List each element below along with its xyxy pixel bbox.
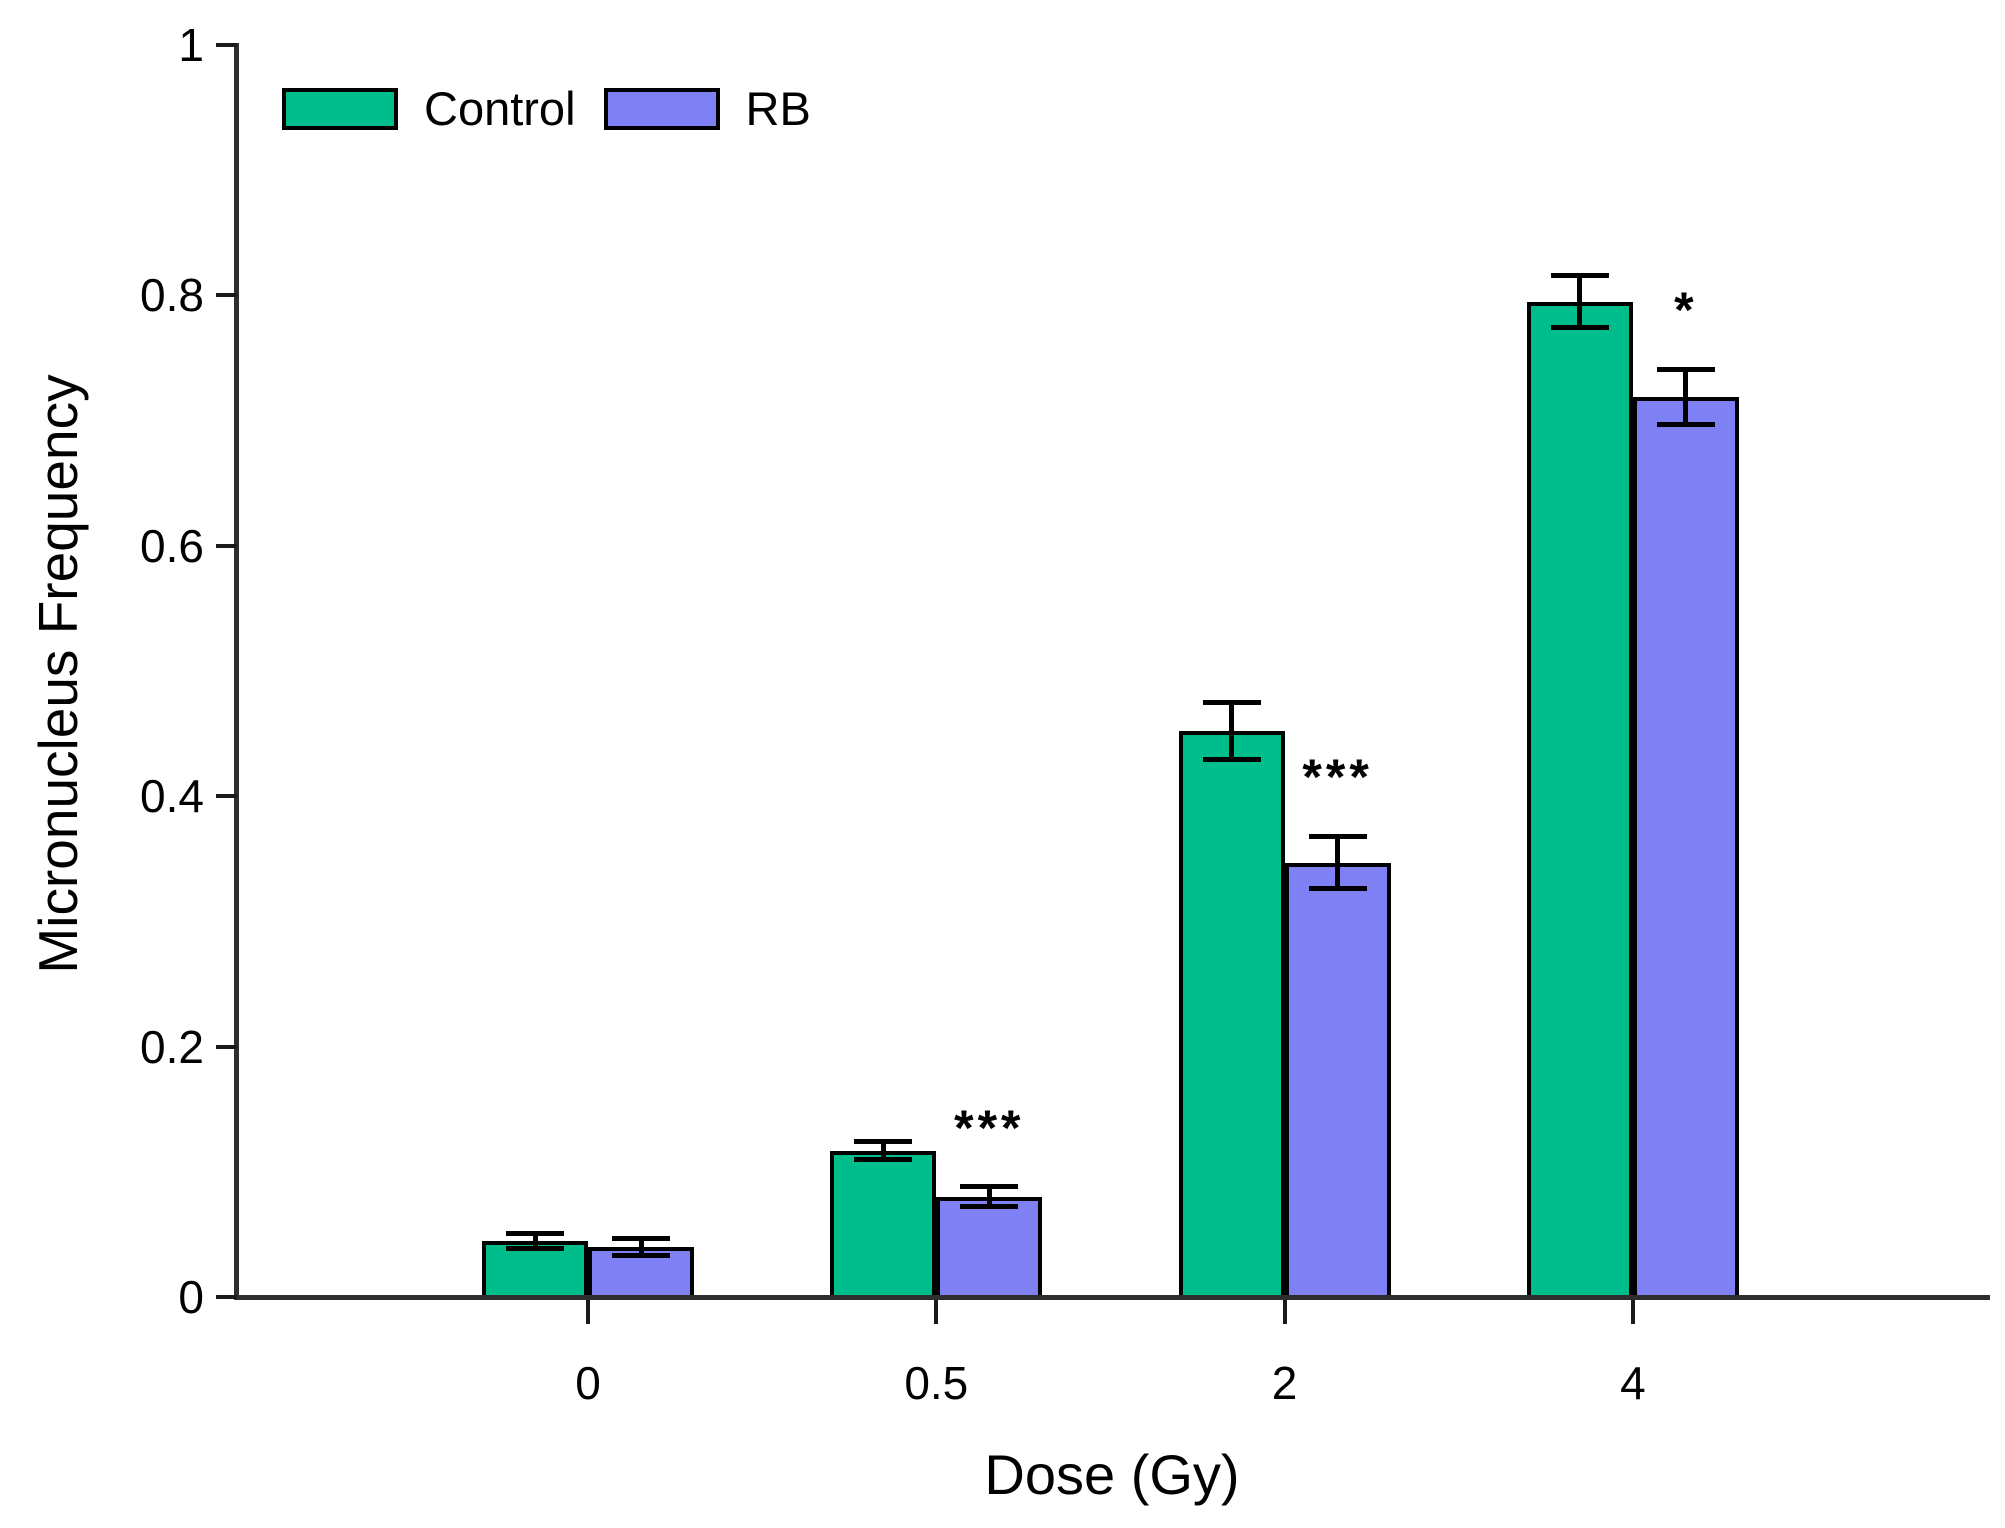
bar-rb-dose-0.5: [936, 1196, 1043, 1299]
significance-label-dose-0.5: ***: [954, 1099, 1025, 1156]
x-axis-title: Dose (Gy): [984, 1443, 1240, 1506]
legend: Control RB: [282, 84, 811, 134]
error-bar-rb-dose-0.5: [986, 1186, 992, 1207]
error-bar-control-dose-2-lower-cap: [1202, 757, 1261, 763]
y-tick-0.4: [216, 794, 237, 799]
bar-control-dose-2: [1178, 731, 1285, 1299]
error-bar-rb-dose-4: [1683, 369, 1689, 425]
y-tick-label-1: 1: [178, 19, 204, 71]
error-bar-control-dose-0.5-lower-cap: [854, 1156, 913, 1162]
y-tick-label-0.2: 0.2: [140, 1020, 204, 1073]
x-tick-label-0: 0: [575, 1357, 601, 1409]
error-bar-rb-dose-4-lower-cap: [1656, 421, 1715, 427]
error-bar-rb-dose-0.5-lower-cap: [960, 1204, 1019, 1210]
x-tick-2: [1282, 1300, 1287, 1324]
error-bar-rb-dose-0.5-upper-cap: [960, 1184, 1019, 1190]
x-axis-line: [234, 1295, 1990, 1300]
error-bar-control-dose-2-upper-cap: [1202, 699, 1261, 705]
y-axis-line: [234, 43, 239, 1300]
x-tick-label-2: 2: [1271, 1357, 1298, 1409]
error-bar-control-dose-0: [532, 1233, 538, 1249]
bar-control-dose-0.5: [830, 1150, 937, 1299]
bar-rb-dose-2: [1284, 862, 1391, 1299]
error-bar-control-dose-2: [1229, 702, 1235, 760]
bar-rb-dose-4: [1632, 396, 1739, 1299]
error-bar-control-dose-0.5-upper-cap: [854, 1139, 913, 1145]
legend-item-rb: RB: [603, 82, 811, 135]
y-tick-label-0: 0: [178, 1271, 204, 1323]
y-tick-label-0.6: 0.6: [140, 519, 204, 572]
error-bar-rb-dose-2-lower-cap: [1308, 886, 1367, 892]
error-bar-rb-dose-0-upper-cap: [612, 1235, 670, 1241]
error-bar-control-dose-4-lower-cap: [1550, 325, 1609, 331]
y-tick-1: [216, 43, 237, 47]
y-tick-label-0.4: 0.4: [140, 770, 204, 823]
significance-label-dose-2: ***: [1302, 749, 1373, 806]
error-bar-control-dose-0.5: [880, 1141, 886, 1160]
y-tick-label-0.8: 0.8: [140, 269, 204, 322]
legend-item-control: Control: [282, 84, 576, 134]
x-tick-0: [586, 1300, 590, 1324]
error-bar-rb-dose-0-lower-cap: [612, 1253, 670, 1259]
legend-label-control: Control: [424, 82, 576, 135]
legend-swatch-rb-icon: [603, 88, 720, 130]
legend-swatch-control-icon: [282, 88, 398, 130]
significance-label-dose-4: *: [1674, 282, 1698, 339]
error-bar-rb-dose-2: [1335, 836, 1341, 889]
x-tick-label-0.5: 0.5: [904, 1357, 969, 1409]
x-tick-label-4: 4: [1620, 1357, 1646, 1409]
error-bar-control-dose-4-upper-cap: [1550, 272, 1609, 278]
y-tick-0.2: [216, 1044, 237, 1049]
x-tick-4: [1630, 1300, 1635, 1324]
error-bar-control-dose-0-lower-cap: [506, 1245, 564, 1251]
bar-control-dose-4: [1526, 301, 1633, 1299]
error-bar-rb-dose-4-upper-cap: [1656, 366, 1715, 372]
error-bar-control-dose-0-upper-cap: [506, 1230, 564, 1236]
y-axis-title: Micronucleus Frequency: [27, 374, 89, 974]
error-bar-rb-dose-2-upper-cap: [1308, 833, 1367, 839]
legend-label-rb: RB: [745, 82, 811, 135]
error-bar-control-dose-4: [1577, 275, 1583, 328]
y-tick-0: [216, 1295, 237, 1299]
y-tick-0.6: [216, 543, 237, 548]
x-tick-0.5: [934, 1300, 939, 1324]
error-bar-rb-dose-0: [638, 1238, 644, 1256]
y-tick-0.8: [216, 293, 237, 298]
